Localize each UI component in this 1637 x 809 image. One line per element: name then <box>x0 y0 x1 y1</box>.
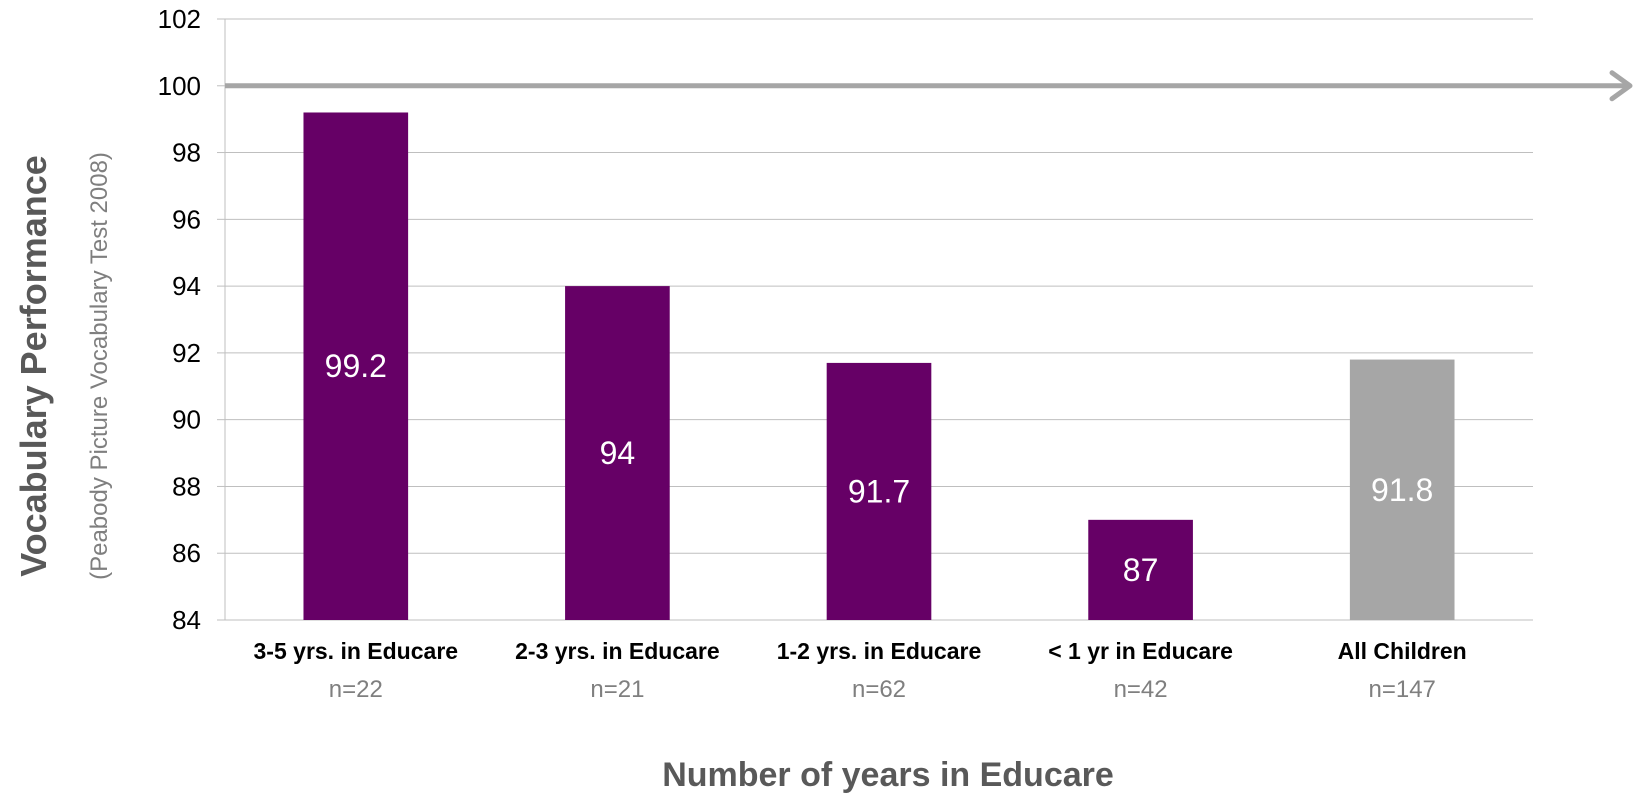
y-tick-labels: 84 86 88 90 92 94 96 98 100 102 <box>158 4 201 635</box>
bar-value-label: 99.2 <box>325 348 387 384</box>
y-tick-label: 88 <box>172 471 201 501</box>
bar-value-label: 87 <box>1123 552 1159 588</box>
y-tick-label: 86 <box>172 538 201 568</box>
x-axis-title: Number of years in Educare <box>662 756 1114 794</box>
y-axis-subtitle: (Peabody Picture Vocabulary Test 2008) <box>86 152 113 580</box>
bar <box>826 362 932 620</box>
bar <box>1349 359 1455 620</box>
bars <box>303 112 1455 620</box>
sample-size-label: n=22 <box>329 676 383 703</box>
y-tick-label: 94 <box>172 271 201 301</box>
bar <box>1088 519 1193 620</box>
value-labels: 99.2 94 91.7 87 91.8 <box>325 348 1434 588</box>
y-tick-label: 92 <box>172 338 201 368</box>
x-category-labels: 3-5 yrs. in Educare n=22 2-3 yrs. in Educa… <box>254 638 1467 703</box>
x-category-label: 2-3 yrs. in Educare <box>515 638 720 664</box>
y-tick-label: 102 <box>158 4 201 34</box>
y-tick-label: 96 <box>172 204 201 234</box>
y-tick-label: 84 <box>172 605 201 635</box>
bar <box>565 286 670 620</box>
bar-value-label: 91.8 <box>1371 472 1433 508</box>
x-category-label: 3-5 yrs. in Educare <box>254 638 459 664</box>
reference-line-group <box>225 70 1633 102</box>
y-tick-label: 90 <box>172 405 201 435</box>
bar-value-label: 94 <box>600 435 636 471</box>
x-category-label: 1-2 yrs. in Educare <box>777 638 982 664</box>
y-tick-label: 98 <box>172 138 201 168</box>
sample-size-label: n=147 <box>1368 676 1435 703</box>
y-axis-title: Vocabulary Performance <box>13 155 54 577</box>
sample-size-label: n=62 <box>852 676 906 703</box>
x-category-label: < 1 yr in Educare <box>1048 638 1233 664</box>
sample-size-label: n=21 <box>590 676 644 703</box>
bar <box>303 112 409 620</box>
sample-size-label: n=42 <box>1114 676 1168 703</box>
x-category-label: All Children <box>1338 638 1467 664</box>
bar-value-label: 91.7 <box>848 473 910 509</box>
y-tick-label: 100 <box>158 71 201 101</box>
reference-arrowhead <box>1609 70 1633 102</box>
